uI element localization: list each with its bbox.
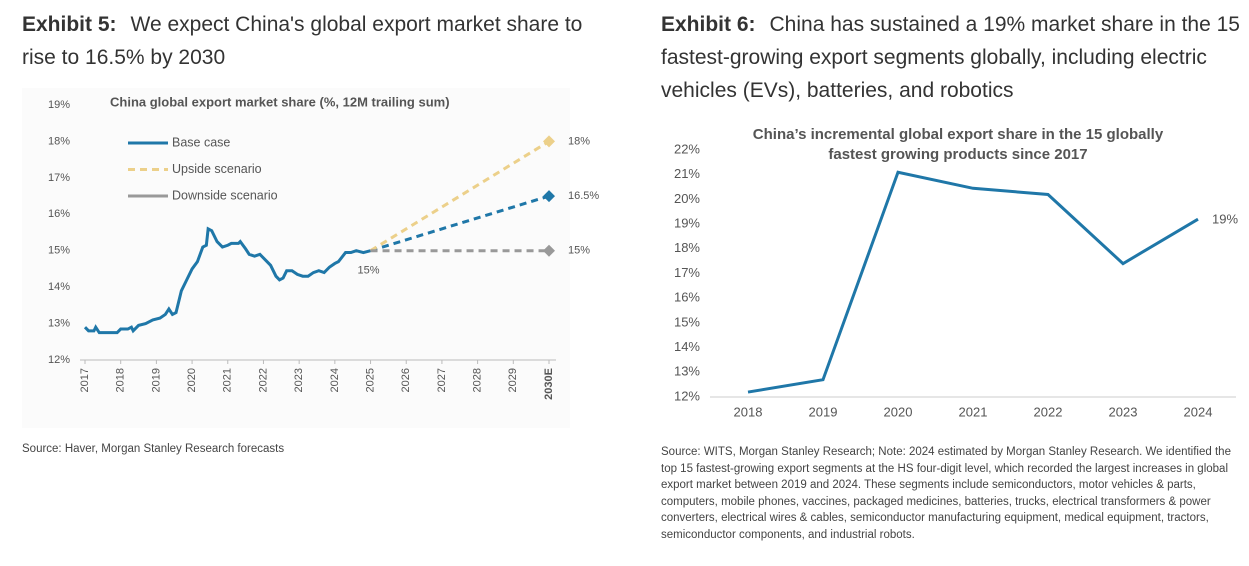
y-tick-label: 16% xyxy=(48,208,70,220)
x-tick-label: 2022 xyxy=(257,368,269,392)
y-tick-label: 13% xyxy=(48,317,70,329)
series-line xyxy=(747,170,1199,394)
end-marker xyxy=(543,190,555,203)
legend-label: Base case xyxy=(172,135,230,149)
value-label: 16.5% xyxy=(568,190,599,202)
y-tick-label: 18% xyxy=(48,135,70,147)
exhibit-number: Exhibit 6: xyxy=(661,13,756,36)
x-tick-label: 2023 xyxy=(293,368,305,392)
x-tick-label: 2018 xyxy=(734,404,763,419)
chart-title: China global export market share (%, 12M… xyxy=(110,94,450,109)
y-tick-label: 19% xyxy=(48,99,70,111)
x-tick-label: 2023 xyxy=(1109,404,1138,419)
source-note: Source: WITS, Morgan Stanley Research; N… xyxy=(661,446,1231,541)
x-tick-label: 2020 xyxy=(186,368,198,392)
x-tick-label: 2021 xyxy=(222,368,234,392)
legend-label: Downside scenario xyxy=(172,188,278,202)
end-marker xyxy=(543,244,555,257)
y-tick-label: 12% xyxy=(48,354,70,366)
source-note: Source: Haver, Morgan Stanley Research f… xyxy=(22,443,285,455)
y-tick-label: 13% xyxy=(674,364,700,379)
value-label: 15% xyxy=(358,265,380,277)
chart-title: China’s incremental global export share … xyxy=(753,126,1164,143)
y-tick-label: 21% xyxy=(674,166,700,181)
series-line xyxy=(369,140,550,252)
x-tick-label: 2019 xyxy=(809,404,838,419)
exhibit-number: Exhibit 5: xyxy=(22,13,117,36)
y-tick-label: 17% xyxy=(674,265,700,280)
x-tick-label: 2020 xyxy=(884,404,913,419)
x-tick-label: 2019 xyxy=(150,368,162,392)
y-tick-label: 15% xyxy=(674,314,700,329)
y-tick-label: 18% xyxy=(674,240,700,255)
x-tick-label: 2026 xyxy=(400,368,412,392)
y-tick-label: 19% xyxy=(674,216,700,231)
end-marker xyxy=(543,135,555,148)
value-label: 18% xyxy=(568,135,590,147)
y-tick-label: 16% xyxy=(674,290,700,305)
y-tick-label: 14% xyxy=(48,281,70,293)
x-tick-label: 2024 xyxy=(1184,404,1213,419)
x-tick-label: 2028 xyxy=(472,368,484,392)
y-tick-label: 17% xyxy=(48,172,70,184)
y-tick-label: 22% xyxy=(674,141,700,156)
x-tick-label: 2024 xyxy=(329,368,341,392)
chart-title: fastest growing products since 2017 xyxy=(828,146,1087,163)
y-tick-label: 20% xyxy=(674,191,700,206)
x-tick-label: 2030E xyxy=(543,368,555,400)
heading-text: China has sustained a 19% market share i… xyxy=(661,13,1240,102)
x-tick-label: 2025 xyxy=(364,368,376,392)
legend-label: Upside scenario xyxy=(172,162,262,176)
exhibit-heading: Exhibit 5: We expect China's global expor… xyxy=(22,8,622,74)
x-tick-label: 2017 xyxy=(79,368,91,392)
x-tick-label: 2022 xyxy=(1034,404,1063,419)
chart-background xyxy=(22,88,570,428)
value-label: 19% xyxy=(1212,212,1238,227)
exhibit-heading: Exhibit 6: China has sustained a 19% mark… xyxy=(661,8,1241,107)
x-tick-label: 2018 xyxy=(115,368,127,392)
x-tick-label: 2027 xyxy=(436,368,448,392)
y-tick-label: 14% xyxy=(674,339,700,354)
series-line xyxy=(83,226,371,335)
y-tick-label: 12% xyxy=(674,388,700,403)
heading-text: We expect China's global export market s… xyxy=(22,13,583,69)
x-tick-label: 2021 xyxy=(959,404,988,419)
x-tick-label: 2029 xyxy=(507,368,519,392)
y-tick-label: 15% xyxy=(48,245,70,257)
value-label: 15% xyxy=(568,245,590,257)
